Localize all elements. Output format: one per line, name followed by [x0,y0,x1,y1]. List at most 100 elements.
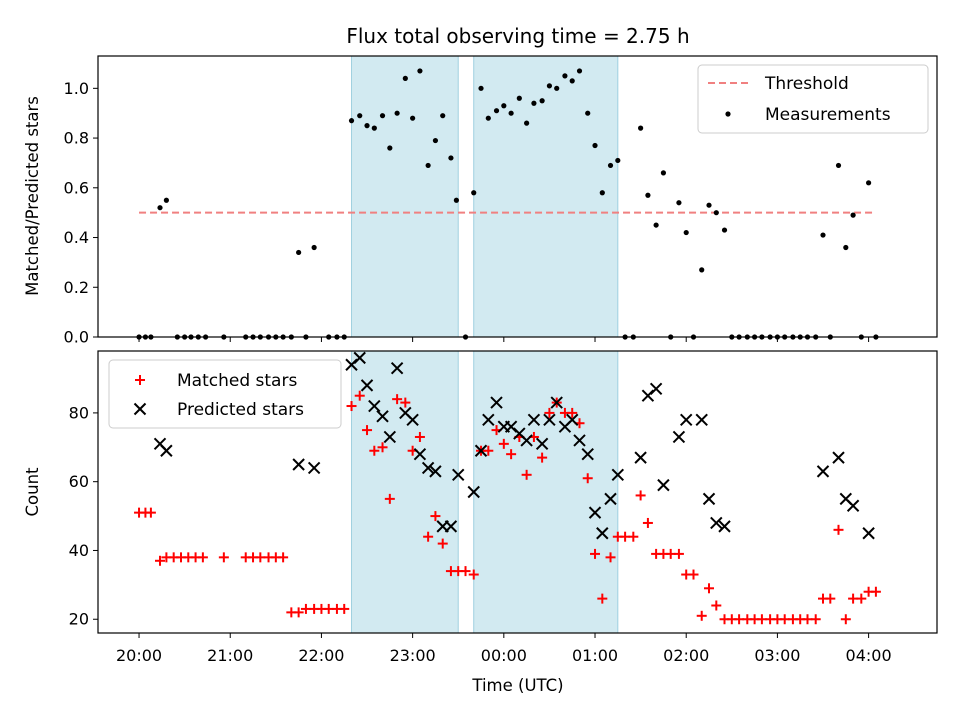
measurement-point [820,232,826,238]
predicted-star-point [657,478,670,492]
matched-star-point [544,407,555,418]
measurement-point [410,115,416,121]
measurement-point [379,113,386,119]
bottom-shaded-span-1 [473,350,619,634]
bottom-y-axis-label: Count [23,467,42,517]
predicted-star-point [596,527,609,540]
measurement-point [615,157,621,164]
x-stroke-b [588,506,602,519]
predicted-star-point [710,516,723,530]
measurement-point [592,142,598,149]
predicted-star-point [429,465,442,478]
measurement-point [835,162,842,169]
measurement-point [699,267,705,273]
measurement-point [645,192,651,198]
predicted-star-point [160,444,173,457]
x-stroke-b [573,434,586,447]
bottom-legend: Matched stars Predicted stars [108,359,342,429]
top-y-tick-label: 1.0 [64,79,89,98]
bottom-legend-box [108,359,342,429]
threshold-legend-label: Threshold [764,74,849,94]
predicted-star-point [406,413,419,426]
matched-star-point [460,566,471,577]
measurement-point [638,125,644,131]
measurement-point [485,115,491,121]
matched-star-point [278,552,289,563]
predicted-star-point [695,413,708,426]
x-stroke-b [490,396,503,409]
measurement-point [157,205,163,211]
matched-star-point [437,538,448,549]
matched-star-point [673,548,684,559]
matched-legend-swatch [135,375,145,385]
bottom-y-tick-label: 40 [69,541,89,560]
measurement-point [850,212,856,218]
matched-star-point [384,493,395,504]
predicted-star-point [604,492,617,506]
matched-star-point [605,552,616,563]
x-stroke-b [543,413,556,426]
x-stroke-b [566,413,579,426]
matched-star-point [377,442,388,453]
top-y-tick-label: 0.6 [64,178,89,197]
x-stroke-b [634,451,647,464]
matched-star-point [590,548,601,559]
predicted-star-point [490,396,503,409]
predicted-star-point [543,413,556,426]
matched-star-point [354,390,365,401]
matched-star-point [688,569,699,580]
bottom-y-tick-label: 60 [69,472,89,491]
measurement-point [524,120,530,126]
measurement-point [599,190,605,196]
matched-star-point [704,583,715,594]
bottom-x-tick-label: 23:00 [390,646,436,665]
matched-star-point [468,569,479,580]
predicted-star-point [550,396,563,409]
predicted-star-point [702,492,716,506]
measurement-point [440,113,446,119]
matched-star-point [870,586,881,597]
x-stroke-b [513,427,526,440]
bottom-x-tick-label: 01:00 [572,646,618,665]
x-stroke-b [816,465,830,478]
predicted-star-point [421,461,435,475]
measurement-point [554,85,560,91]
predicted-star-point [292,458,305,471]
predicted-star-point [390,361,404,375]
top-y-tick-label: 0.4 [64,228,89,247]
matched-star-point [362,425,373,436]
predicted-star-point [718,520,731,533]
matched-star-point [597,593,608,604]
matched-star-point [430,511,441,522]
predicted-star-point [474,444,488,457]
measurement-point [653,222,659,228]
x-stroke-b [581,447,594,461]
matched-star-point [628,531,639,542]
x-stroke-b [482,413,495,426]
matched-star-point [339,603,350,614]
x-stroke-b [452,468,465,482]
x-stroke-b [376,410,389,423]
predicted-star-point [368,399,381,413]
measurement-point [394,110,400,116]
top-y-tick-label: 0.0 [64,328,89,347]
measurement-point [660,170,667,176]
measurement-point [471,190,477,196]
matched-star-point [155,555,166,566]
bottom-x-tick-label: 04:00 [846,646,892,665]
x-stroke-b [550,396,563,409]
predicted-star-point [611,468,625,482]
x-stroke-b [153,437,167,451]
predicted-star-point [444,520,458,533]
top-legend: Threshold Measurements [697,64,929,134]
x-stroke-b [611,468,625,482]
measurement-point [562,73,568,79]
x-stroke-b [133,402,147,416]
predicted-star-point [383,430,397,444]
predicted-star-point [452,468,465,482]
x-stroke-b [846,499,860,512]
x-stroke-b [718,520,731,533]
x-stroke-b [695,413,708,426]
matched-star-point [293,607,304,618]
